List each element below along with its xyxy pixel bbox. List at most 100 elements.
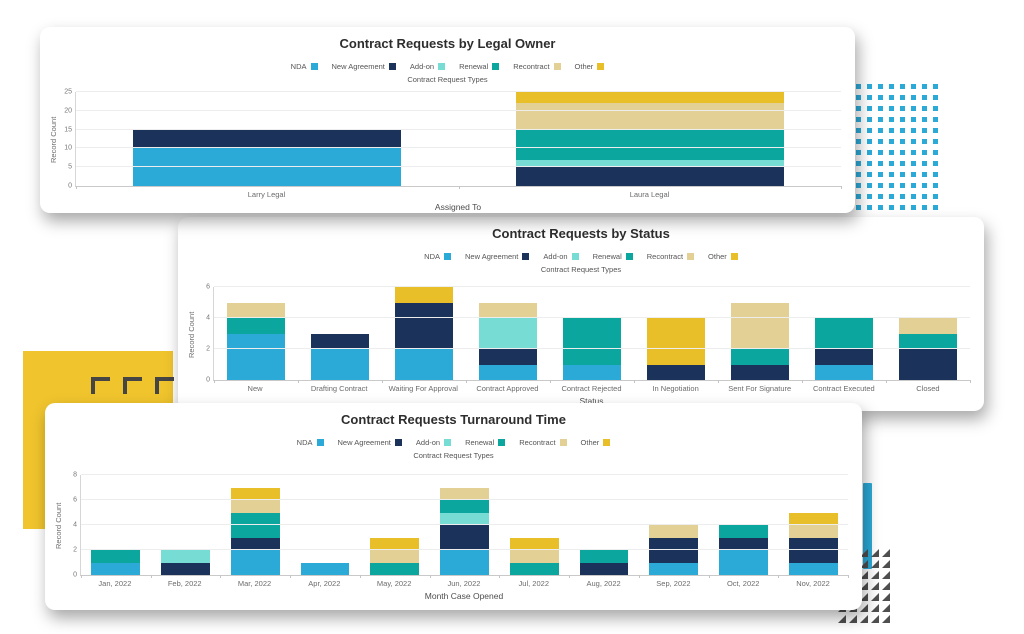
stacked-bar-waiting-for-approval[interactable] bbox=[394, 287, 454, 380]
bar-segment-nda[interactable] bbox=[133, 148, 402, 186]
bar-segment-new-agreement[interactable] bbox=[646, 364, 706, 380]
bar-segment-other[interactable] bbox=[788, 512, 838, 525]
stacked-bar-sent-for-signature[interactable] bbox=[730, 287, 790, 380]
bar-segment-recontract[interactable] bbox=[440, 487, 489, 500]
bar-segment-recontract[interactable] bbox=[898, 318, 958, 334]
legend-item-add-on[interactable]: Add-on bbox=[416, 438, 452, 447]
bar-segment-recontract[interactable] bbox=[788, 525, 838, 538]
bar-segment-recontract[interactable] bbox=[226, 302, 286, 318]
bar-segment-nda[interactable] bbox=[300, 562, 350, 575]
bar-segment-other[interactable] bbox=[230, 487, 280, 500]
bar-segment-add-on[interactable] bbox=[161, 550, 210, 563]
bar-segment-nda[interactable] bbox=[440, 550, 489, 575]
bar-segment-renewal[interactable] bbox=[898, 333, 958, 349]
bar-segment-new-agreement[interactable] bbox=[719, 537, 768, 550]
bar-segment-nda[interactable] bbox=[478, 364, 538, 380]
stacked-bar-closed[interactable] bbox=[898, 287, 958, 380]
bar-segment-new-agreement[interactable] bbox=[478, 349, 538, 365]
bar-segment-add-on[interactable] bbox=[440, 512, 489, 525]
stacked-bar-laura-legal[interactable] bbox=[515, 92, 784, 186]
bar-segment-other[interactable] bbox=[509, 537, 559, 550]
bar-segment-renewal[interactable] bbox=[440, 500, 489, 513]
bar-segment-new-agreement[interactable] bbox=[814, 349, 874, 365]
bar-segment-new-agreement[interactable] bbox=[394, 302, 454, 349]
stacked-bar-drafting-contract[interactable] bbox=[310, 287, 370, 380]
stacked-bar-contract-rejected[interactable] bbox=[562, 287, 622, 380]
bar-segment-new-agreement[interactable] bbox=[730, 364, 790, 380]
bar-segment-renewal[interactable] bbox=[509, 562, 559, 575]
bar-segment-nda[interactable] bbox=[788, 562, 838, 575]
bar-segment-renewal[interactable] bbox=[730, 349, 790, 365]
bar-segment-nda[interactable] bbox=[562, 364, 622, 380]
bar-segment-other[interactable] bbox=[646, 318, 706, 365]
stacked-bar-jun-2022[interactable] bbox=[440, 475, 489, 575]
legend-item-add-on[interactable]: Add-on bbox=[543, 252, 579, 261]
legend-item-new-agreement[interactable]: New Agreement bbox=[338, 438, 402, 447]
bar-segment-new-agreement[interactable] bbox=[161, 562, 210, 575]
stacked-bar-sep-2022[interactable] bbox=[649, 475, 699, 575]
bar-segment-other[interactable] bbox=[515, 92, 784, 104]
bar-segment-add-on[interactable] bbox=[478, 318, 538, 349]
bar-segment-nda[interactable] bbox=[814, 364, 874, 380]
stacked-bar-oct-2022[interactable] bbox=[719, 475, 768, 575]
stacked-bar-larry-legal[interactable] bbox=[133, 92, 402, 186]
stacked-bar-contract-executed[interactable] bbox=[814, 287, 874, 380]
legend-item-recontract[interactable]: Recontract bbox=[519, 438, 567, 447]
stacked-bar-jul-2022[interactable] bbox=[509, 475, 559, 575]
bar-segment-renewal[interactable] bbox=[579, 550, 629, 563]
bar-segment-other[interactable] bbox=[394, 287, 454, 303]
bar-segment-renewal[interactable] bbox=[91, 550, 141, 563]
bar-segment-new-agreement[interactable] bbox=[310, 333, 370, 349]
legend-item-nda[interactable]: NDA bbox=[297, 438, 324, 447]
stacked-bar-in-negotiation[interactable] bbox=[646, 287, 706, 380]
stacked-bar-aug-2022[interactable] bbox=[579, 475, 629, 575]
bar-segment-recontract[interactable] bbox=[478, 302, 538, 318]
bar-segment-nda[interactable] bbox=[230, 550, 280, 575]
bar-segment-renewal[interactable] bbox=[719, 525, 768, 538]
bar-segment-nda[interactable] bbox=[394, 349, 454, 380]
bar-segment-new-agreement[interactable] bbox=[230, 537, 280, 550]
stacked-bar-mar-2022[interactable] bbox=[230, 475, 280, 575]
legend-item-new-agreement[interactable]: New Agreement bbox=[465, 252, 530, 261]
bar-segment-renewal[interactable] bbox=[515, 129, 784, 160]
bar-segment-recontract[interactable] bbox=[649, 525, 699, 538]
bar-segment-renewal[interactable] bbox=[814, 318, 874, 349]
bar-segment-new-agreement[interactable] bbox=[440, 525, 489, 550]
legend-item-other[interactable]: Other bbox=[581, 438, 611, 447]
legend-item-recontract[interactable]: Recontract bbox=[513, 62, 561, 71]
bar-segment-renewal[interactable] bbox=[230, 512, 280, 538]
stacked-bar-may-2022[interactable] bbox=[370, 475, 420, 575]
bar-segment-new-agreement[interactable] bbox=[515, 167, 784, 186]
legend-item-renewal[interactable]: Renewal bbox=[465, 438, 506, 447]
bar-segment-renewal[interactable] bbox=[226, 318, 286, 334]
bar-segment-new-agreement[interactable] bbox=[898, 349, 958, 380]
stacked-bar-new[interactable] bbox=[226, 287, 286, 380]
legend-item-nda[interactable]: NDA bbox=[424, 252, 452, 261]
bar-segment-nda[interactable] bbox=[91, 562, 141, 575]
bar-segment-add-on[interactable] bbox=[515, 159, 784, 168]
legend-item-renewal[interactable]: Renewal bbox=[459, 62, 500, 71]
bar-segment-other[interactable] bbox=[370, 537, 420, 550]
stacked-bar-apr-2022[interactable] bbox=[300, 475, 350, 575]
stacked-bar-feb-2022[interactable] bbox=[161, 475, 210, 575]
bar-segment-nda[interactable] bbox=[649, 562, 699, 575]
bar-segment-recontract[interactable] bbox=[509, 550, 559, 563]
legend-item-recontract[interactable]: Recontract bbox=[647, 252, 695, 261]
bar-segment-recontract[interactable] bbox=[370, 550, 420, 563]
legend-item-nda[interactable]: NDA bbox=[291, 62, 318, 71]
legend-item-add-on[interactable]: Add-on bbox=[410, 62, 446, 71]
bar-segment-recontract[interactable] bbox=[730, 302, 790, 349]
stacked-bar-jan-2022[interactable] bbox=[91, 475, 141, 575]
legend-item-renewal[interactable]: Renewal bbox=[593, 252, 633, 261]
bar-segment-renewal[interactable] bbox=[370, 562, 420, 575]
legend-item-other[interactable]: Other bbox=[708, 252, 738, 261]
legend-item-other[interactable]: Other bbox=[575, 62, 605, 71]
bar-segment-new-agreement[interactable] bbox=[788, 537, 838, 563]
stacked-bar-contract-approved[interactable] bbox=[478, 287, 538, 380]
bar-segment-nda[interactable] bbox=[310, 349, 370, 380]
bar-segment-recontract[interactable] bbox=[515, 103, 784, 130]
bar-segment-renewal[interactable] bbox=[562, 318, 622, 365]
bar-segment-recontract[interactable] bbox=[230, 500, 280, 513]
bar-segment-new-agreement[interactable] bbox=[133, 129, 402, 149]
bar-segment-new-agreement[interactable] bbox=[649, 537, 699, 563]
